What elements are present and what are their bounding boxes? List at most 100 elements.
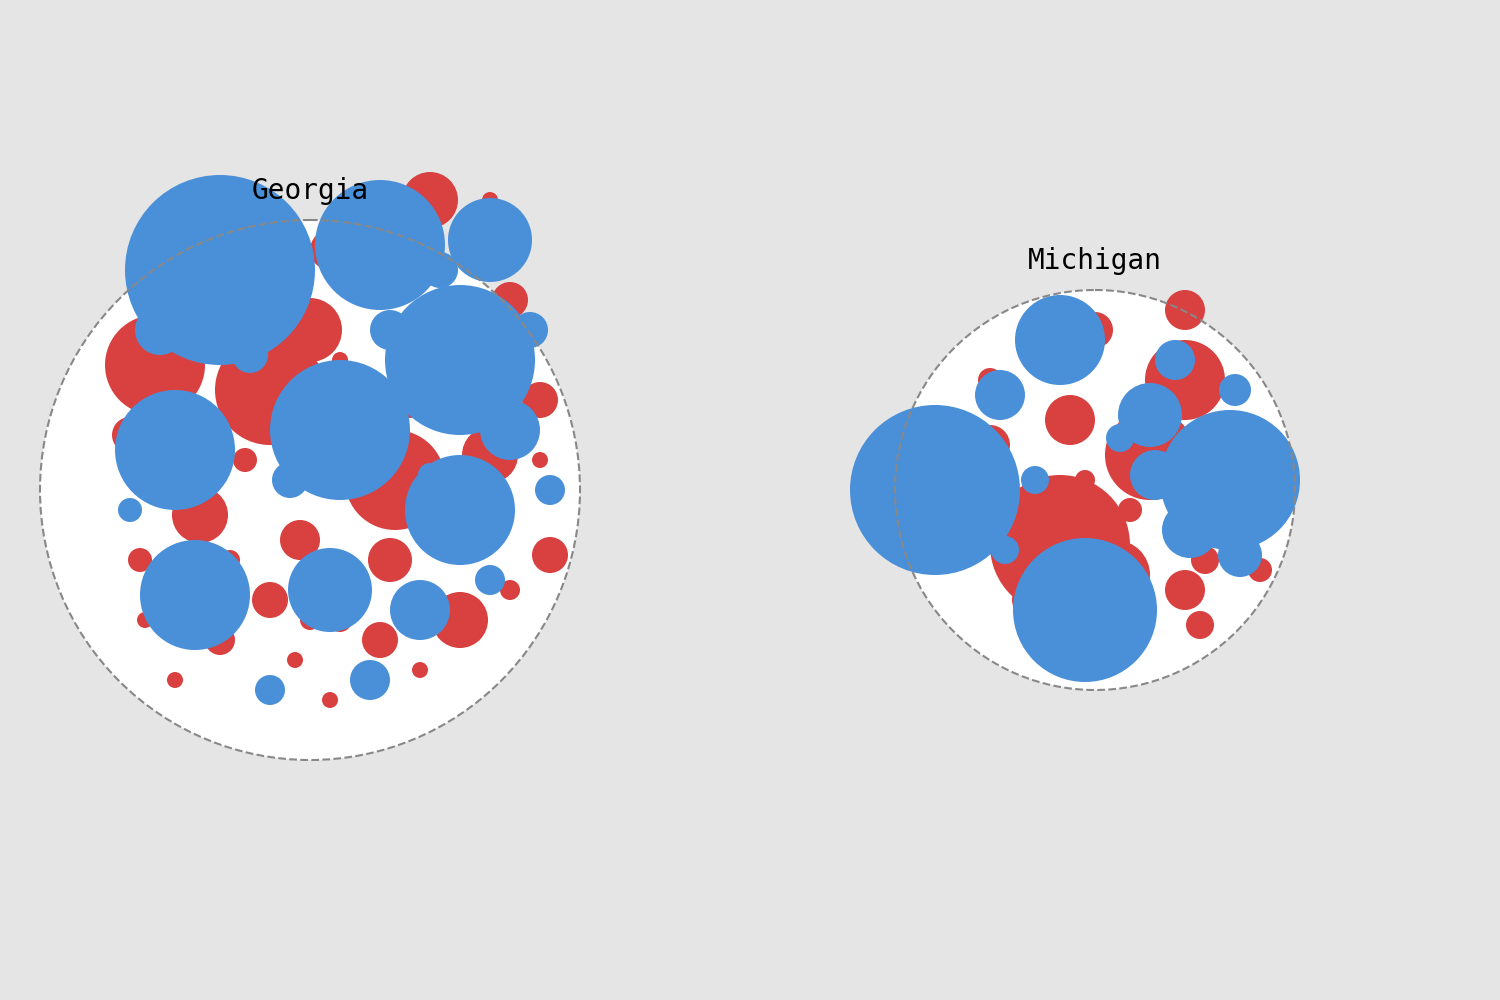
Circle shape xyxy=(1198,483,1242,527)
Circle shape xyxy=(850,405,1020,575)
Circle shape xyxy=(1155,340,1196,380)
Circle shape xyxy=(420,340,440,360)
Circle shape xyxy=(472,542,488,558)
Circle shape xyxy=(142,568,166,592)
Circle shape xyxy=(480,400,540,460)
Circle shape xyxy=(1118,383,1182,447)
Circle shape xyxy=(1242,437,1278,473)
Circle shape xyxy=(1077,312,1113,348)
Circle shape xyxy=(522,382,558,418)
Circle shape xyxy=(422,252,458,288)
Circle shape xyxy=(280,520,320,560)
Circle shape xyxy=(1118,498,1142,522)
Circle shape xyxy=(128,548,152,572)
Circle shape xyxy=(252,582,288,618)
Circle shape xyxy=(390,580,450,640)
Circle shape xyxy=(432,592,488,648)
Circle shape xyxy=(118,498,142,522)
Circle shape xyxy=(345,430,445,530)
Circle shape xyxy=(322,692,338,708)
Circle shape xyxy=(1106,424,1134,452)
Circle shape xyxy=(272,462,308,498)
Circle shape xyxy=(1218,533,1261,577)
Circle shape xyxy=(124,175,315,365)
Circle shape xyxy=(1166,570,1204,610)
Circle shape xyxy=(232,337,268,373)
Circle shape xyxy=(896,290,1294,690)
Circle shape xyxy=(1080,540,1150,610)
Circle shape xyxy=(370,310,410,350)
Circle shape xyxy=(1144,340,1226,420)
Circle shape xyxy=(1076,470,1095,490)
Circle shape xyxy=(214,335,326,445)
Circle shape xyxy=(300,610,320,630)
Circle shape xyxy=(465,305,495,335)
Circle shape xyxy=(340,430,360,450)
Circle shape xyxy=(1013,538,1156,682)
Circle shape xyxy=(448,198,532,282)
Circle shape xyxy=(482,192,498,208)
Circle shape xyxy=(1204,420,1225,440)
Circle shape xyxy=(1106,410,1196,500)
Circle shape xyxy=(368,372,382,388)
Circle shape xyxy=(462,427,518,483)
Circle shape xyxy=(1013,582,1048,618)
Circle shape xyxy=(166,672,183,688)
Circle shape xyxy=(220,550,240,570)
Circle shape xyxy=(315,180,446,310)
Circle shape xyxy=(536,475,566,505)
Circle shape xyxy=(1248,558,1272,582)
Circle shape xyxy=(405,455,514,565)
Circle shape xyxy=(1222,412,1258,448)
Circle shape xyxy=(40,220,580,760)
Circle shape xyxy=(1191,546,1219,574)
Circle shape xyxy=(168,218,211,262)
Circle shape xyxy=(332,352,348,368)
Circle shape xyxy=(402,402,418,418)
Circle shape xyxy=(532,452,548,468)
Circle shape xyxy=(1035,550,1054,570)
Circle shape xyxy=(1220,374,1251,406)
Circle shape xyxy=(1022,466,1048,494)
Circle shape xyxy=(172,487,228,543)
Circle shape xyxy=(1034,568,1077,612)
Circle shape xyxy=(116,390,236,510)
Circle shape xyxy=(112,417,148,453)
Circle shape xyxy=(963,533,987,557)
Circle shape xyxy=(1016,295,1106,385)
Circle shape xyxy=(242,417,258,433)
Circle shape xyxy=(500,580,520,600)
Text: Michigan: Michigan xyxy=(1028,247,1162,275)
Circle shape xyxy=(270,360,410,500)
Circle shape xyxy=(386,285,536,435)
Circle shape xyxy=(978,368,1002,392)
Circle shape xyxy=(442,378,466,402)
Circle shape xyxy=(1114,580,1136,600)
Circle shape xyxy=(476,565,506,595)
Circle shape xyxy=(328,608,352,632)
Circle shape xyxy=(1130,450,1180,500)
Circle shape xyxy=(362,622,398,658)
Circle shape xyxy=(1046,395,1095,445)
Circle shape xyxy=(492,282,528,318)
Circle shape xyxy=(413,662,428,678)
Circle shape xyxy=(368,538,413,582)
Circle shape xyxy=(992,536,1018,564)
Circle shape xyxy=(232,448,256,472)
Circle shape xyxy=(492,362,508,378)
Circle shape xyxy=(140,540,250,650)
Circle shape xyxy=(135,305,184,355)
Circle shape xyxy=(148,468,172,492)
Circle shape xyxy=(975,370,1024,420)
Circle shape xyxy=(419,463,442,487)
Circle shape xyxy=(970,425,1010,465)
Circle shape xyxy=(278,298,342,362)
Circle shape xyxy=(288,548,372,632)
Circle shape xyxy=(136,612,153,628)
Circle shape xyxy=(152,397,168,413)
Circle shape xyxy=(1186,611,1214,639)
Circle shape xyxy=(1166,290,1204,330)
Circle shape xyxy=(190,280,210,300)
Circle shape xyxy=(255,675,285,705)
Circle shape xyxy=(1162,502,1218,558)
